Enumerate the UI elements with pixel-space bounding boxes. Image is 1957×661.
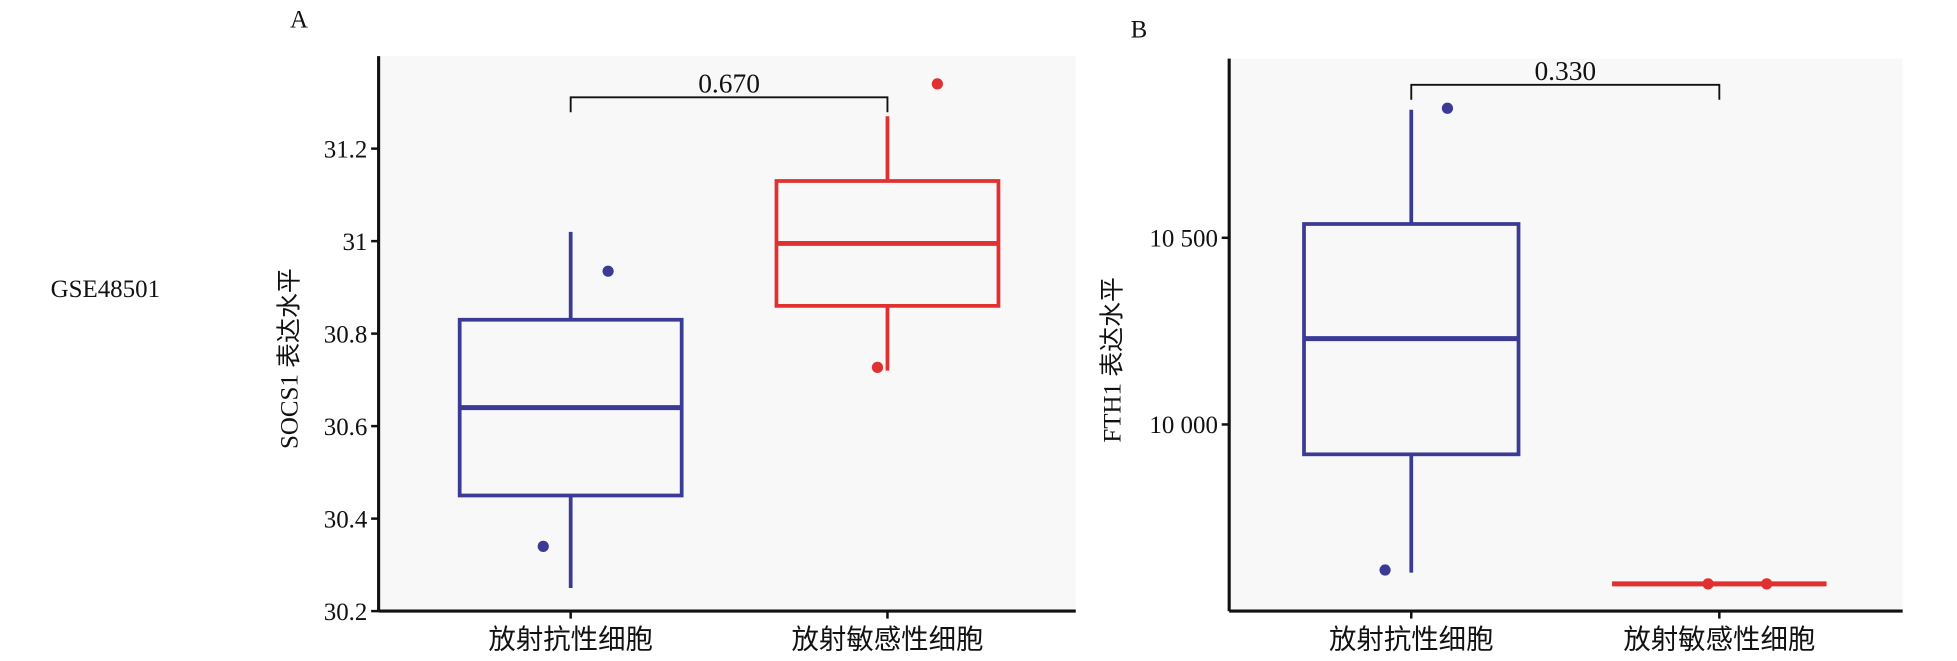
outlier (871, 361, 884, 373)
y-tick-label: 31 (342, 229, 367, 256)
y-tick-label: 30.2 (324, 599, 368, 626)
y-axis-label: FTH1 表达水平 (1099, 277, 1127, 443)
outlier (1761, 578, 1773, 590)
y-tick-label: 30.8 (324, 321, 368, 348)
outlier (1379, 564, 1391, 576)
p-value: 0.330 (1534, 56, 1596, 86)
x-tick-label: 放射敏感性细胞 (791, 625, 983, 655)
outlier (1441, 102, 1454, 114)
significance-bracket (1410, 83, 1721, 100)
panel-label: B (1131, 16, 1148, 43)
y-tick-label: 30.4 (324, 506, 368, 533)
y-tick-label: 30.6 (324, 414, 368, 441)
outlier (931, 78, 943, 90)
panel-label: A (290, 6, 308, 33)
outlier (602, 265, 614, 277)
plot-background (1229, 58, 1903, 612)
plot-background (378, 56, 1076, 612)
significance-bracket (569, 96, 889, 113)
outlier (1702, 578, 1714, 590)
x-tick-label: 放射抗性细胞 (488, 625, 653, 655)
y-axis-label: SOCS1 表达水平 (276, 268, 304, 449)
x-tick-label: 放射抗性细胞 (1329, 625, 1494, 655)
x-tick-label: 放射敏感性细胞 (1623, 625, 1815, 655)
p-value: 0.670 (698, 68, 760, 98)
y-tick-label: 31.2 (324, 136, 368, 163)
outlier (537, 540, 549, 552)
y-tick-label: 10 500 (1149, 226, 1218, 253)
row-label: GSE48501 (51, 276, 160, 303)
y-tick-label: 10 000 (1149, 412, 1218, 439)
